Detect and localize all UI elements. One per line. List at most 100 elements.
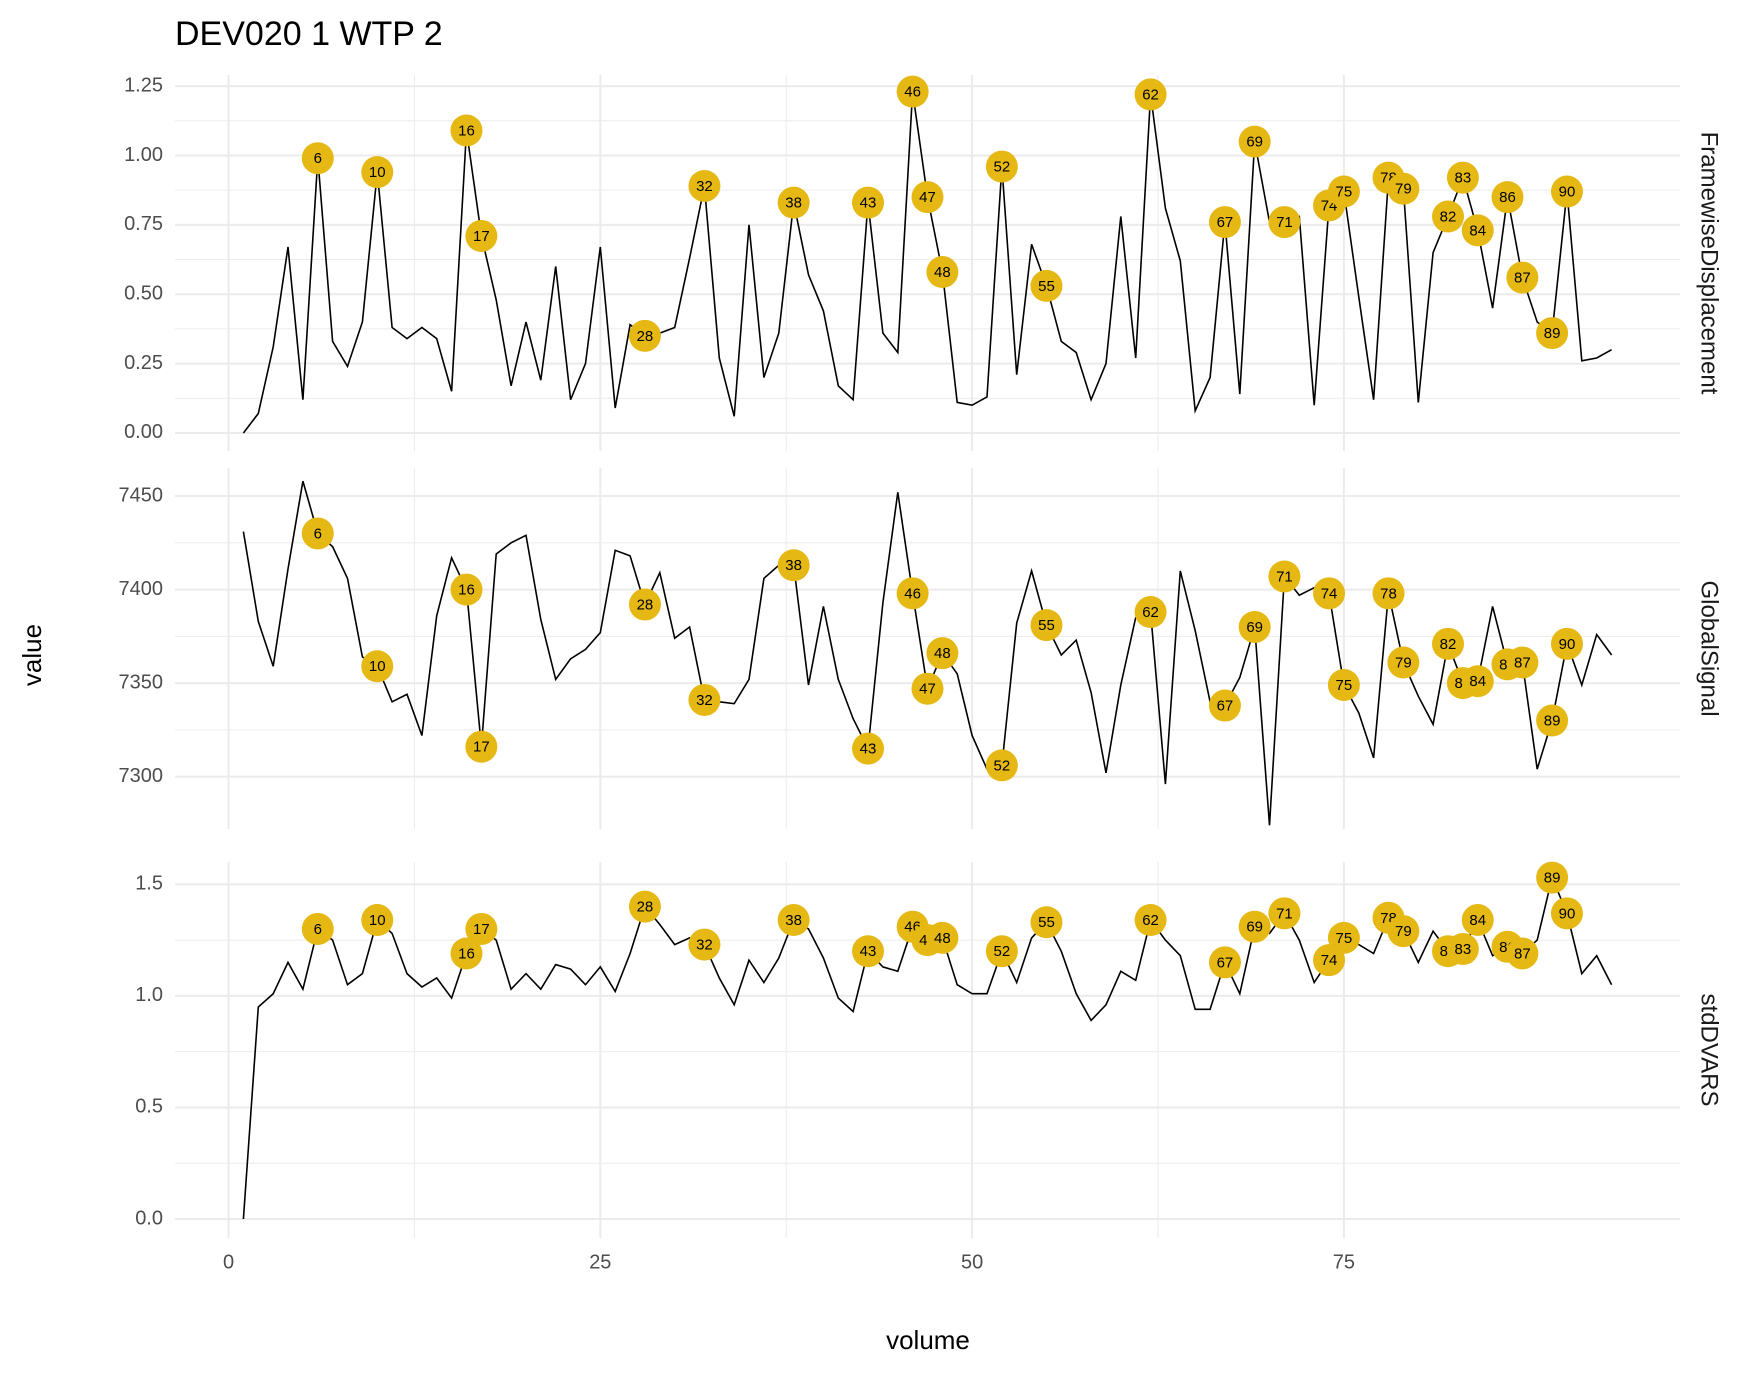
point-label: 6 <box>314 921 322 938</box>
x-tick-label: 25 <box>589 1251 611 1273</box>
point-label: 75 <box>1336 184 1353 201</box>
highlight-point <box>1238 610 1271 643</box>
y-tick-label: 0.25 <box>124 352 163 374</box>
highlight-point <box>450 114 483 147</box>
point-label: 82 <box>1440 208 1457 225</box>
highlight-point <box>301 142 334 175</box>
highlight-point <box>1387 172 1420 205</box>
point-label: 67 <box>1217 214 1234 231</box>
point-label: 79 <box>1395 654 1412 671</box>
point-label: 55 <box>1038 914 1055 931</box>
highlight-point <box>1268 897 1301 930</box>
y-tick-label: 7350 <box>119 671 164 693</box>
highlight-point <box>1134 596 1167 629</box>
point-label: 48 <box>934 645 951 662</box>
point-label: 32 <box>696 692 713 709</box>
y-tick-label: 7300 <box>119 765 164 787</box>
point-label: 84 <box>1469 673 1486 690</box>
point-label: 83 <box>1455 941 1472 958</box>
point-label: 69 <box>1246 919 1263 936</box>
point-label: 89 <box>1544 870 1561 887</box>
highlight-point <box>301 912 334 945</box>
point-label: 17 <box>473 228 490 245</box>
chart-title: DEV020 1 WTP 2 <box>175 15 443 53</box>
y-axis-title: value <box>17 624 47 686</box>
point-label: 67 <box>1217 954 1234 971</box>
point-label: 43 <box>860 195 877 212</box>
point-label: 38 <box>785 195 802 212</box>
point-label: 52 <box>994 757 1011 774</box>
strip-label: GlobalSignal <box>1696 580 1723 716</box>
point-label: 43 <box>860 741 877 758</box>
highlight-point <box>1432 627 1465 660</box>
highlight-point <box>361 650 394 683</box>
point-label: 84 <box>1469 912 1486 929</box>
point-label: 82 <box>1440 636 1457 653</box>
highlight-point <box>1536 317 1569 350</box>
point-label: 43 <box>860 943 877 960</box>
highlight-point <box>777 549 810 582</box>
point-label: 75 <box>1336 677 1353 694</box>
y-tick-label: 0.50 <box>124 282 163 304</box>
series-line <box>242 91 1612 434</box>
highlight-point <box>1134 78 1167 111</box>
y-tick-label: 1.0 <box>135 984 163 1006</box>
highlight-point <box>926 256 959 289</box>
highlight-point <box>911 181 944 214</box>
y-tick-label: 7400 <box>119 578 164 600</box>
point-label: 47 <box>919 189 936 206</box>
y-tick-label: 0.0 <box>135 1207 163 1229</box>
highlight-point <box>1238 125 1271 158</box>
point-label: 90 <box>1559 636 1576 653</box>
highlight-point <box>1446 161 1479 194</box>
highlight-point <box>628 319 661 352</box>
highlight-point <box>1506 937 1539 970</box>
highlight-point <box>1268 560 1301 593</box>
point-label: 38 <box>785 912 802 929</box>
point-label: 78 <box>1380 585 1397 602</box>
point-label: 47 <box>919 681 936 698</box>
point-label: 67 <box>1217 698 1234 715</box>
point-label: 90 <box>1559 905 1576 922</box>
point-label: 90 <box>1559 184 1576 201</box>
y-tick-label: 7450 <box>119 484 164 506</box>
point-label: 69 <box>1246 619 1263 636</box>
point-label: 52 <box>994 159 1011 176</box>
highlight-point <box>1208 206 1241 239</box>
highlight-point <box>1313 577 1346 610</box>
point-label: 17 <box>473 739 490 756</box>
point-label: 10 <box>369 164 386 181</box>
highlight-point <box>361 904 394 937</box>
highlight-point <box>1550 175 1583 208</box>
highlight-point <box>1432 200 1465 233</box>
highlight-point <box>1446 933 1479 966</box>
point-label: 38 <box>785 557 802 574</box>
point-label: 28 <box>637 328 654 345</box>
point-label: 89 <box>1544 712 1561 729</box>
highlight-point <box>1134 904 1167 937</box>
point-label: 83 <box>1455 170 1472 187</box>
point-label: 71 <box>1276 214 1293 231</box>
highlight-point <box>450 937 483 970</box>
point-label: 79 <box>1395 181 1412 198</box>
highlight-point <box>852 186 885 219</box>
point-label: 89 <box>1544 325 1561 342</box>
point-label: 87 <box>1514 270 1531 287</box>
highlight-point <box>1030 609 1063 642</box>
highlight-point <box>465 730 498 763</box>
point-label: 46 <box>904 84 921 101</box>
highlight-point <box>628 588 661 621</box>
highlight-point <box>1491 181 1524 214</box>
point-label: 48 <box>934 930 951 947</box>
highlight-point <box>896 75 929 108</box>
x-tick-label: 0 <box>223 1251 234 1273</box>
highlight-point <box>1550 627 1583 660</box>
highlight-point <box>688 683 721 716</box>
y-tick-label: 1.5 <box>135 873 163 895</box>
point-label: 6 <box>314 150 322 167</box>
y-tick-label: 1.25 <box>124 74 163 96</box>
point-label: 28 <box>637 597 654 614</box>
y-tick-label: 0.5 <box>135 1096 163 1118</box>
highlight-point <box>985 935 1018 968</box>
